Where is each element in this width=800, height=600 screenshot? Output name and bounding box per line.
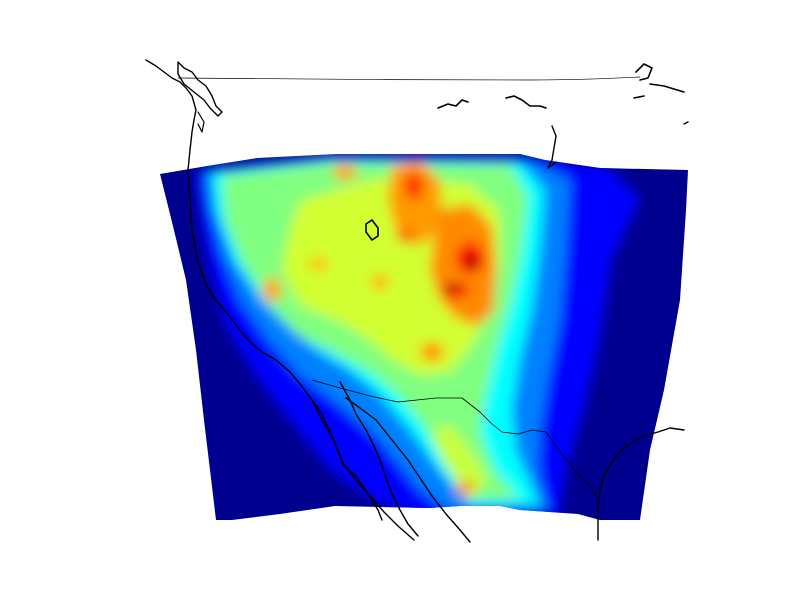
lake-fragment-1	[437, 99, 469, 109]
heat-spot-orange-4	[420, 342, 444, 362]
mexico-west-coast	[345, 397, 471, 543]
baja-west-coast	[311, 399, 383, 521]
puget-sound	[197, 111, 205, 133]
lake-fragment-3	[633, 63, 685, 99]
heat-spot-red-1	[405, 172, 423, 200]
heat-spot-orange-1	[333, 164, 357, 180]
heat-spot-orange-3	[371, 274, 389, 290]
heat-band-yellow-south	[432, 425, 488, 496]
heat-spot-red-4	[397, 230, 411, 242]
heatmap-layers	[195, 156, 640, 515]
lake-fragment-2	[505, 95, 547, 109]
heat-spot-darkred-2	[444, 283, 460, 293]
vancouver-island	[177, 61, 223, 117]
gulf-coast	[597, 427, 685, 541]
heatmap-field	[160, 154, 688, 520]
great-salt-lake	[365, 219, 379, 241]
heat-spot-orange-6	[308, 257, 328, 271]
us-mexico-border	[311, 379, 599, 499]
baja-gulf-coast	[339, 381, 419, 537]
us-canada-border	[177, 76, 641, 81]
heat-spot-orange-5	[457, 480, 475, 496]
lake-fragment-4	[683, 121, 689, 125]
heat-spot-darkred-1	[465, 255, 479, 269]
heat-spot-orange-2	[263, 278, 281, 302]
east-coast-north	[547, 125, 557, 169]
map-outlines	[145, 59, 689, 543]
heat-band-orange-north	[388, 160, 442, 246]
